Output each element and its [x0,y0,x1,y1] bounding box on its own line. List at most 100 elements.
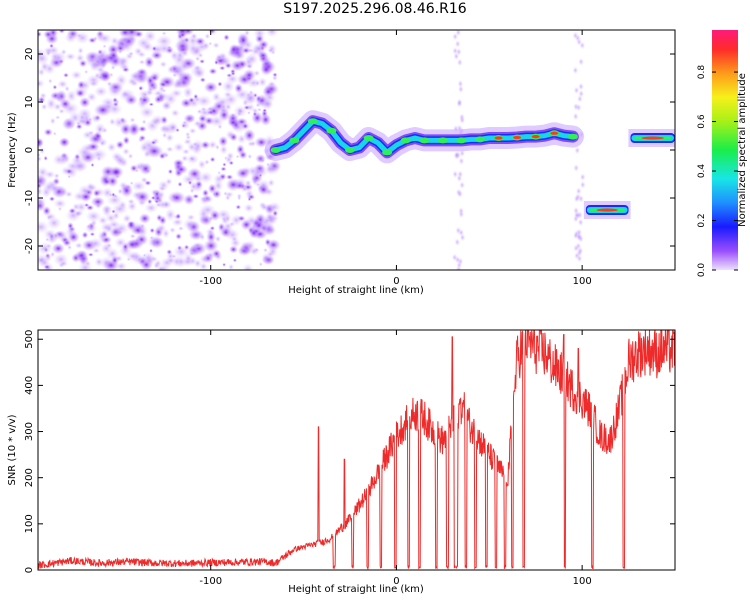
spectrogram-y-ticks: -20 -10 0 10 20 [24,48,675,254]
streak-blob [572,112,579,121]
noise-blob [226,151,235,160]
noise-blob [240,185,249,193]
noise-blob [199,59,206,64]
noise-blob [90,196,106,208]
noise-blob [180,98,193,109]
noise-blob [265,30,279,38]
noise-blob [110,255,119,266]
streak-blob [459,181,466,190]
noise-blob [181,174,197,185]
ridge-node [475,136,485,143]
noise-blob [112,116,126,129]
ridge-node [270,147,281,153]
noise-blob [100,141,105,146]
noise-blob [217,81,223,87]
noise-blob [38,253,50,267]
noise-blob [221,79,236,94]
streak-blob [572,231,579,240]
noise-blob [74,242,84,249]
noise-blob [38,138,45,147]
noise-blob [230,213,243,227]
noise-blob [77,113,87,122]
noise-blob [53,198,67,209]
noise-blob [207,140,218,150]
streak-blob [572,66,579,75]
noise-blob [188,127,197,135]
noise-blob [223,92,239,107]
noise-blob [247,197,252,202]
streak-blob [573,86,580,95]
noise-blob [85,182,95,192]
streak-blob [572,31,579,40]
noise-blob [43,264,51,270]
noise-blob [267,48,274,53]
noise-blob [185,135,192,140]
noise-blob [228,43,239,56]
noise-blob [115,140,125,150]
streak-blob [455,30,462,37]
noise-blob [230,71,236,76]
noise-blob [93,103,113,117]
segment-peak [596,208,618,212]
noise-blob [235,167,251,180]
noise-blob [223,34,230,41]
ridge-node [567,133,578,140]
noise-blob [222,262,227,267]
noise-blob [209,156,216,163]
y-tick-label: 0 [24,147,35,153]
noise-blob [209,209,221,222]
noise-blob [56,79,69,89]
noise-blob [54,229,70,242]
noise-blob [197,114,208,123]
noise-blob [203,239,219,253]
noise-blob [218,135,229,147]
streak-blob [455,265,462,270]
ridge-node [419,137,430,144]
noise-blob [85,204,95,211]
noise-blob [86,142,100,152]
noise-blob [203,159,210,166]
noise-blob [153,94,163,104]
noise-blob [59,260,69,267]
x-tick-label: -100 [199,576,222,587]
noise-blob [241,46,251,55]
streak-blob [577,246,584,255]
noise-blob [43,128,53,137]
noise-blob [151,46,157,52]
streak-blob [455,226,462,235]
noise-blob [190,230,200,239]
streak-blob [456,98,463,107]
noise-blob [128,51,135,57]
noise-blob [83,54,100,67]
noise-blob [49,117,56,125]
streak-blob [453,151,460,159]
noise-blob [232,258,237,263]
noise-blob [201,188,210,198]
ridge-peak [531,135,540,139]
streak-blob [454,39,461,48]
spectrogram-signal [264,110,675,219]
noise-blob [84,69,89,75]
streak-blob [579,173,586,182]
noise-blob [212,191,217,197]
noise-blob [167,191,186,205]
noise-blob [46,235,58,245]
streak-blob [458,206,465,215]
noise-blob [177,225,185,232]
noise-blob [97,230,107,243]
noise-blob [39,147,46,155]
noise-blob [74,250,89,262]
noise-blob [53,172,60,179]
noise-blob [197,214,210,225]
y-tick-label: 400 [24,376,35,395]
streak-blob [459,116,466,125]
chart-title: S197.2025.296.08.46.R16 [283,1,467,17]
noise-blob [209,225,216,231]
noise-blob [243,128,256,143]
noise-blob [166,120,180,135]
noise-blob [229,132,238,142]
noise-blob [143,92,148,97]
noise-blob [150,50,164,61]
noise-blob [174,78,185,88]
noise-blob [166,65,175,74]
